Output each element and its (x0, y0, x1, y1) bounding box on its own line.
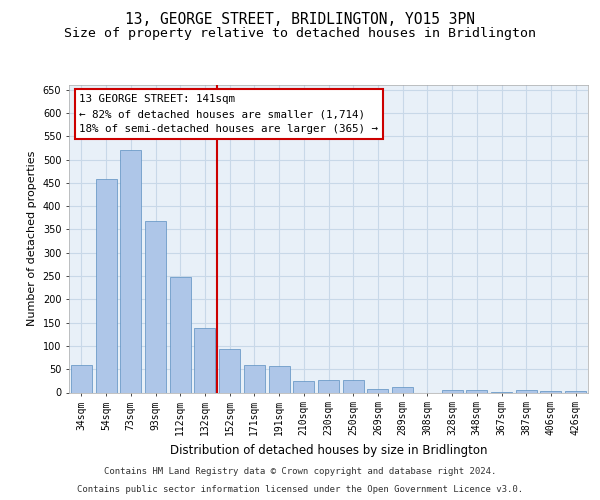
Bar (194, 328, 215, 392)
Bar (466, 390, 487, 392)
Bar (516, 390, 537, 392)
Bar (244, 364, 265, 392)
Y-axis label: Number of detached properties: Number of detached properties (27, 151, 37, 326)
Text: Contains HM Land Registry data © Crown copyright and database right 2024.: Contains HM Land Registry data © Crown c… (104, 467, 496, 476)
Bar (145, 221, 166, 392)
Bar (442, 390, 463, 392)
Bar (565, 390, 586, 392)
Bar (293, 381, 314, 392)
Bar (392, 387, 413, 392)
Bar (71, 364, 92, 392)
Bar (219, 349, 240, 393)
Bar (269, 366, 290, 392)
Bar (367, 389, 388, 392)
Text: Contains public sector information licensed under the Open Government Licence v3: Contains public sector information licen… (77, 485, 523, 494)
X-axis label: Distribution of detached houses by size in Bridlington: Distribution of detached houses by size … (170, 444, 487, 456)
Text: 13, GEORGE STREET, BRIDLINGTON, YO15 3PN: 13, GEORGE STREET, BRIDLINGTON, YO15 3PN (125, 12, 475, 28)
Bar (120, 150, 141, 392)
Text: Size of property relative to detached houses in Bridlington: Size of property relative to detached ho… (64, 28, 536, 40)
Bar (541, 391, 562, 392)
Bar (170, 277, 191, 392)
Text: 13 GEORGE STREET: 141sqm
← 82% of detached houses are smaller (1,714)
18% of sem: 13 GEORGE STREET: 141sqm ← 82% of detach… (79, 94, 379, 134)
Bar (318, 380, 339, 392)
Bar (95, 179, 116, 392)
Bar (343, 380, 364, 392)
